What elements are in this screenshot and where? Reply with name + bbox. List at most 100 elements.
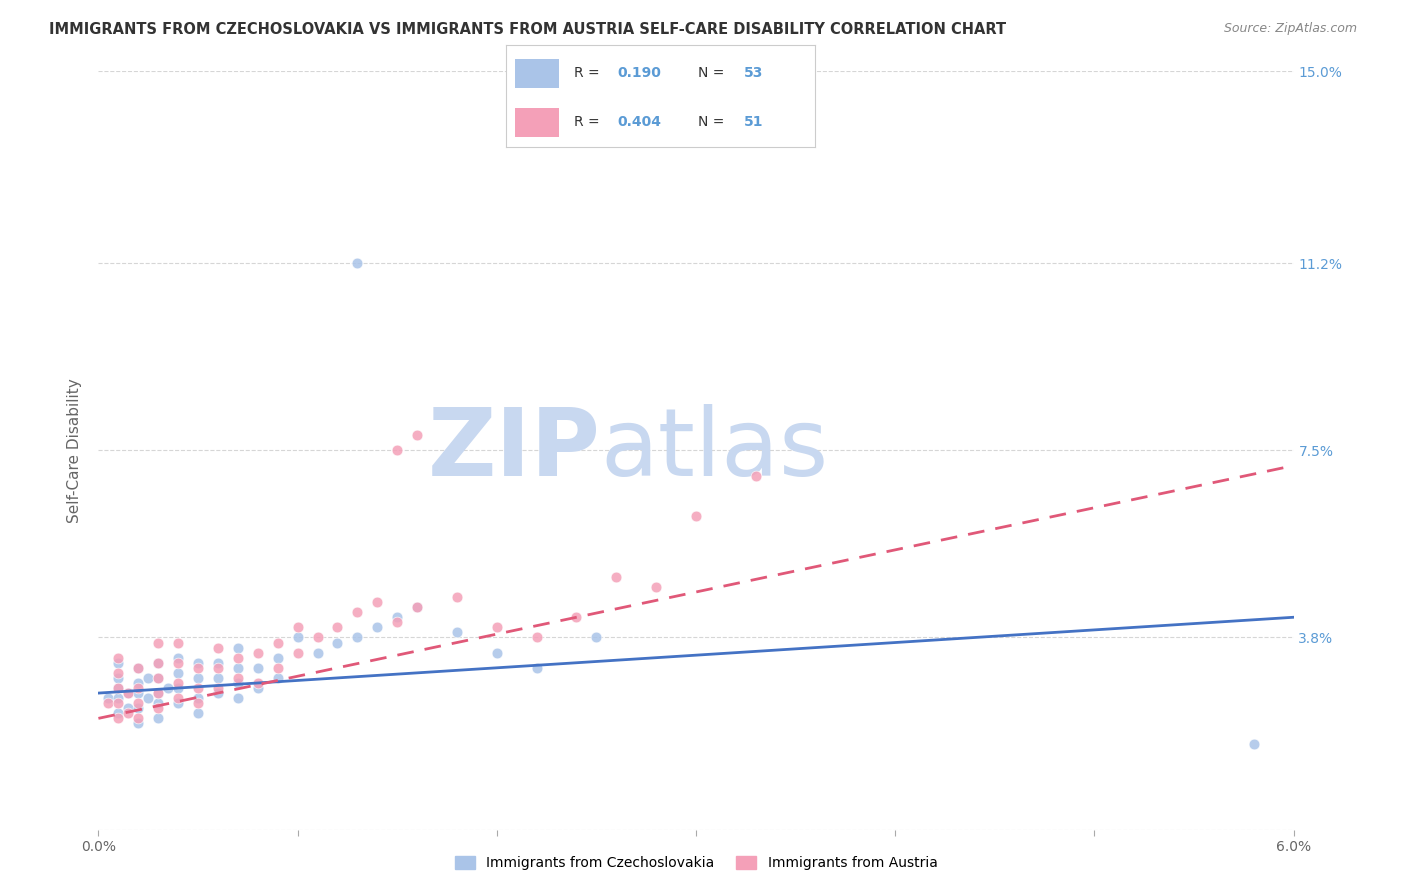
Point — [107, 656, 129, 670]
Point — [207, 671, 229, 685]
Point — [148, 671, 170, 685]
Text: IMMIGRANTS FROM CZECHOSLOVAKIA VS IMMIGRANTS FROM AUSTRIA SELF-CARE DISABILITY C: IMMIGRANTS FROM CZECHOSLOVAKIA VS IMMIGR… — [49, 22, 1007, 37]
Point — [107, 706, 129, 721]
Point — [287, 631, 309, 645]
Point — [107, 696, 129, 710]
Point — [187, 706, 209, 721]
Text: R =: R = — [574, 66, 605, 80]
Point — [187, 671, 209, 685]
Point — [585, 631, 607, 645]
Point — [187, 681, 209, 695]
Point — [226, 640, 249, 655]
Point — [406, 428, 429, 442]
Legend: Immigrants from Czechoslovakia, Immigrants from Austria: Immigrants from Czechoslovakia, Immigran… — [449, 851, 943, 876]
Point — [526, 661, 548, 675]
Point — [226, 691, 249, 706]
Point — [97, 696, 120, 710]
Point — [267, 661, 290, 675]
Point — [148, 686, 170, 700]
Point — [207, 656, 229, 670]
FancyBboxPatch shape — [516, 59, 558, 87]
Point — [246, 661, 269, 675]
Point — [167, 696, 190, 710]
Point — [246, 681, 269, 695]
Point — [207, 661, 229, 675]
Point — [307, 631, 329, 645]
Point — [385, 610, 409, 624]
Point — [127, 676, 149, 690]
Point — [246, 646, 269, 660]
Point — [107, 691, 129, 706]
Point — [346, 605, 368, 619]
Point — [107, 650, 129, 665]
Point — [107, 681, 129, 695]
Point — [485, 646, 508, 660]
Point — [366, 620, 388, 634]
Point — [127, 686, 149, 700]
Y-axis label: Self-Care Disability: Self-Care Disability — [67, 378, 83, 523]
Point — [107, 711, 129, 725]
Point — [745, 468, 768, 483]
Text: N =: N = — [697, 66, 728, 80]
Point — [117, 686, 139, 700]
Point — [645, 580, 668, 594]
Point — [187, 691, 209, 706]
Point — [187, 656, 209, 670]
Point — [246, 676, 269, 690]
Point — [1243, 737, 1265, 751]
Text: R =: R = — [574, 114, 605, 128]
Point — [267, 635, 290, 649]
Point — [385, 615, 409, 630]
Point — [406, 600, 429, 615]
Text: Source: ZipAtlas.com: Source: ZipAtlas.com — [1223, 22, 1357, 36]
Point — [107, 681, 129, 695]
Point — [167, 656, 190, 670]
Point — [187, 696, 209, 710]
Point — [127, 661, 149, 675]
Point — [148, 686, 170, 700]
Point — [167, 635, 190, 649]
Point — [287, 646, 309, 660]
Point — [148, 656, 170, 670]
Point — [287, 620, 309, 634]
Point — [207, 681, 229, 695]
Point — [148, 635, 170, 649]
Point — [406, 600, 429, 615]
Point — [117, 701, 139, 715]
Point — [226, 650, 249, 665]
Text: atlas: atlas — [600, 404, 828, 497]
Text: 53: 53 — [744, 66, 763, 80]
Point — [207, 640, 229, 655]
Point — [346, 631, 368, 645]
Point — [485, 620, 508, 634]
Point — [207, 686, 229, 700]
Point — [366, 595, 388, 609]
Point — [148, 701, 170, 715]
Point — [127, 696, 149, 710]
Point — [148, 671, 170, 685]
Point — [97, 691, 120, 706]
Text: 0.190: 0.190 — [617, 66, 661, 80]
Point — [226, 661, 249, 675]
Point — [605, 570, 627, 584]
Point — [107, 665, 129, 680]
Point — [167, 650, 190, 665]
Point — [127, 701, 149, 715]
Text: 51: 51 — [744, 114, 763, 128]
Point — [385, 443, 409, 458]
Point — [127, 681, 149, 695]
Point — [326, 635, 349, 649]
Point — [167, 665, 190, 680]
Point — [187, 661, 209, 675]
Point — [148, 696, 170, 710]
Point — [446, 590, 468, 604]
Point — [326, 620, 349, 634]
Point — [117, 686, 139, 700]
Point — [148, 656, 170, 670]
Point — [167, 691, 190, 706]
Point — [117, 706, 139, 721]
Point — [446, 625, 468, 640]
Point — [148, 711, 170, 725]
Point — [107, 671, 129, 685]
FancyBboxPatch shape — [516, 108, 558, 137]
